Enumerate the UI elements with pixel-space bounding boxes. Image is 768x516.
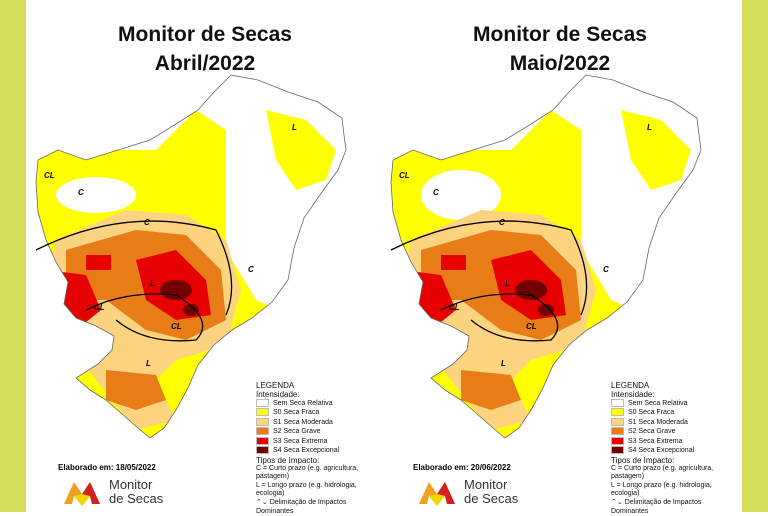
legend-swatch (611, 427, 624, 436)
drought-layers (36, 75, 346, 438)
legend-item: S2 Seca Grave (611, 427, 739, 436)
impact-label: CL (449, 303, 460, 312)
legend-item: S0 Seca Fraca (611, 408, 739, 417)
right-side-bar (742, 0, 768, 512)
legend-label: Sem Seca Relativa (628, 399, 688, 407)
region-s3-small (441, 255, 466, 270)
legend-label: Sem Seca Relativa (273, 399, 333, 407)
impact-label: CL (526, 322, 537, 331)
brazil-outline (390, 74, 702, 439)
impact-label: CL (399, 171, 410, 180)
region-s2-south (461, 370, 521, 410)
legend-swatch (611, 446, 624, 455)
impact-line-icon: ⌃⌄ (256, 499, 270, 506)
legend-swatch (256, 436, 269, 445)
impact-label: C (433, 188, 439, 197)
legend-swatch (256, 427, 269, 436)
legend: LEGENDA Intensidade: Sem Seca Relativa S0 … (256, 381, 384, 516)
impact-label: L (146, 359, 151, 368)
date-label: Elaborado em: 20/06/2022 (413, 463, 511, 472)
region-no-drought-north (421, 170, 501, 220)
legend-item: S4 Seca Excepcional (611, 446, 739, 455)
region-s4 (515, 280, 547, 300)
impact-label: C (144, 218, 150, 227)
impact-label: C (499, 218, 505, 227)
impact-label: C (248, 265, 254, 274)
region-no-drought-north (56, 177, 136, 213)
legend-label: S4 Seca Excepcional (628, 447, 695, 455)
impact-label: CL (44, 171, 55, 180)
logo: Monitor de Secas (62, 478, 163, 506)
legend-label: S3 Seca Extrema (273, 437, 328, 445)
legend-swatch (611, 436, 624, 445)
legend-item: S3 Seca Extrema (256, 436, 384, 446)
logo: Monitor de Secas (417, 478, 518, 506)
region-s0-northeast (266, 110, 336, 190)
impact-label: L (150, 279, 155, 288)
legend-label: S1 Seca Moderada (273, 418, 333, 426)
impact-label: C (78, 188, 84, 197)
legend-label: S4 Seca Excepcional (273, 447, 340, 455)
legend-swatch (256, 446, 269, 455)
legend-swatch (611, 399, 624, 407)
impact-label: C (603, 265, 609, 274)
region-s4-b (183, 304, 199, 316)
map-title: Monitor de Secas Maio/2022 (473, 23, 647, 75)
brazil-outline (35, 74, 347, 439)
impact-delimitation-line (35, 220, 233, 316)
legend-item: S4 Seca Excepcional (256, 446, 384, 455)
impact-label: CL (94, 303, 105, 312)
legend-item: Sem Seca Relativa (256, 399, 384, 408)
legend-label: S0 Seca Fraca (628, 409, 675, 417)
impact-delimitation-line (440, 293, 559, 342)
legend-label: S3 Seca Extrema (628, 437, 683, 445)
legend-swatch (611, 408, 624, 417)
legend-item: S0 Seca Fraca (256, 408, 384, 417)
legend-swatch (611, 417, 624, 426)
legend-swatch (256, 408, 269, 417)
region-s2-south (106, 370, 166, 410)
region-s4 (160, 280, 192, 300)
impact-delimitation-line (85, 293, 204, 342)
panel-may: Monitor de Secas Maio/2022 CL C C L CL CL L C L L… (381, 0, 739, 515)
impact-label: L (647, 123, 652, 132)
left-side-bar (0, 0, 26, 512)
legend-label: S0 Seca Fraca (273, 409, 320, 417)
impact-label: CL (171, 322, 182, 331)
region-s4-b (538, 304, 554, 316)
legend-swatch (256, 417, 269, 426)
panel-april: Monitor de Secas Abril/2022 CL C C L CL CL L C L … (26, 0, 384, 515)
legend-item: S1 Seca Moderada (256, 417, 384, 427)
legend-item: Sem Seca Relativa (611, 399, 739, 408)
impact-label: L (501, 359, 506, 368)
legend-item: S2 Seca Grave (256, 427, 384, 436)
legend: LEGENDA Intensidade: Sem Seca Relativa S0 … (611, 381, 739, 516)
legend-item: S3 Seca Extrema (611, 436, 739, 446)
map-title: Monitor de Secas Abril/2022 (118, 23, 292, 75)
region-s3-small (86, 255, 111, 270)
impact-delimitation-line (390, 220, 588, 316)
legend-swatch (256, 399, 269, 407)
date-label: Elaborado em: 18/05/2022 (58, 463, 156, 472)
legend-label: S2 Seca Grave (273, 428, 321, 436)
impact-label: L (505, 279, 510, 288)
logo-mark (419, 482, 455, 506)
impact-line-icon: ⌃⌄ (611, 499, 625, 506)
region-s0-northeast (621, 110, 691, 190)
legend-label: S2 Seca Grave (628, 428, 676, 436)
impact-label: L (292, 123, 297, 132)
legend-label: S1 Seca Moderada (628, 418, 688, 426)
legend-item: S1 Seca Moderada (611, 417, 739, 427)
logo-mark (64, 482, 100, 506)
